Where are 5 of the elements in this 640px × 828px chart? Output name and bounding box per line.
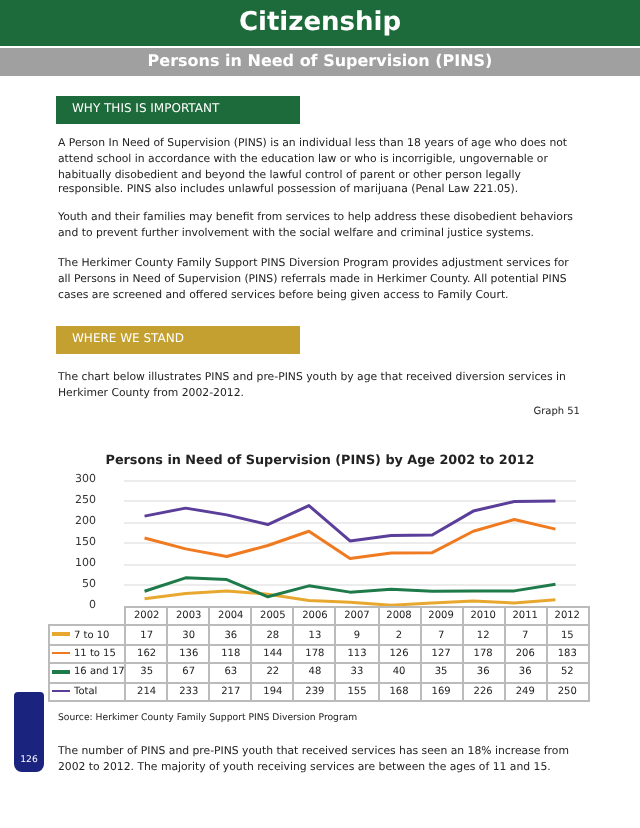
line-series xyxy=(143,499,557,543)
chart-title: Citizenship xyxy=(0,0,640,46)
chart-subtitle: Persons in Need of Supervision (PINS) xyxy=(0,48,640,76)
line-series xyxy=(143,517,557,561)
line-series xyxy=(143,576,557,599)
